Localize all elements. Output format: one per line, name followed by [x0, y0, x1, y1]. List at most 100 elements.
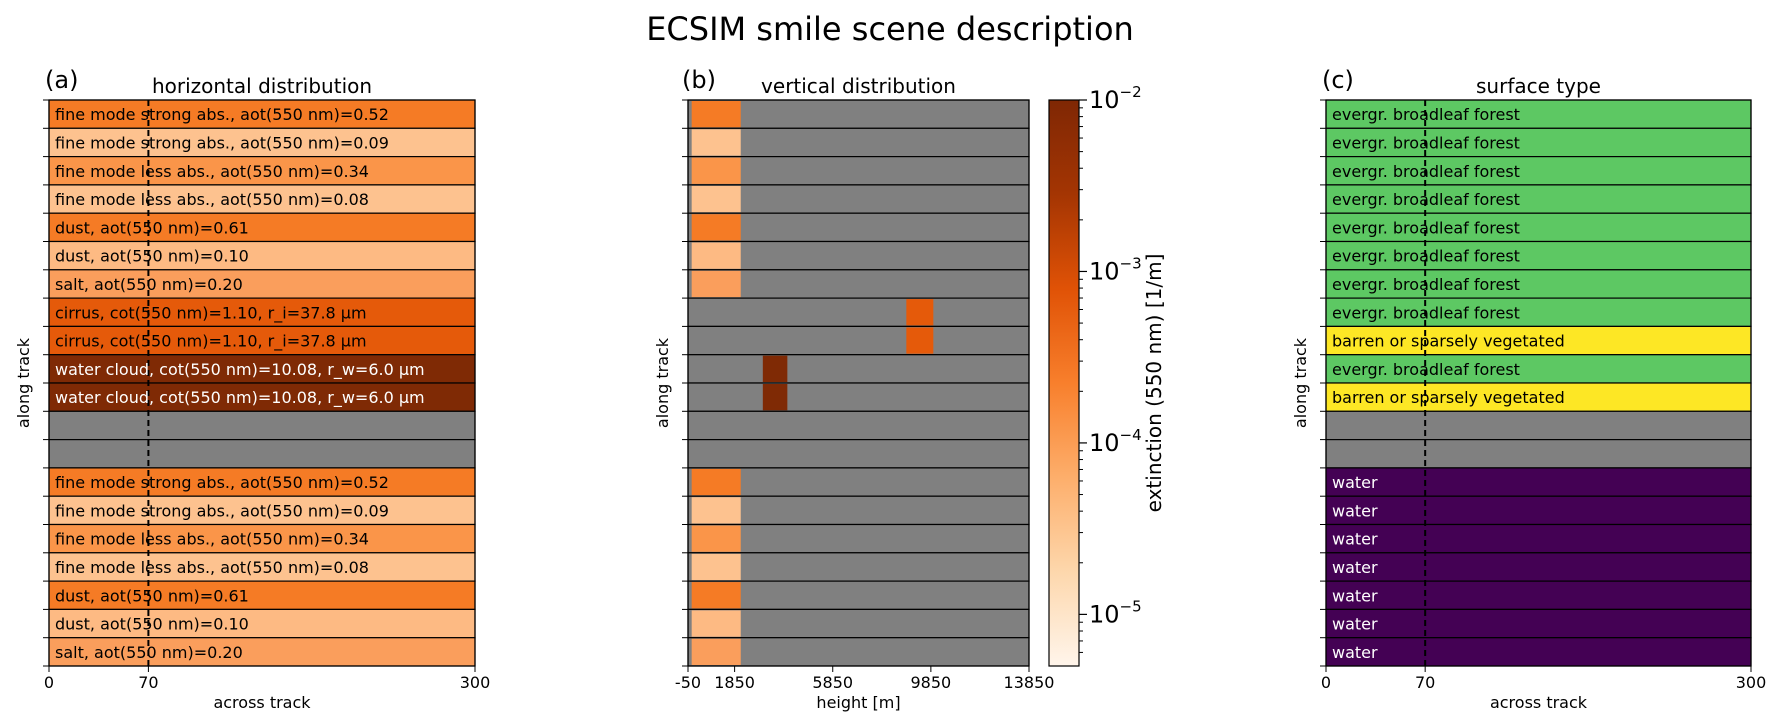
- panel-title: horizontal distribution: [152, 74, 372, 98]
- table-row: [1325, 495, 1752, 526]
- colorbar-tick-base: 10: [1089, 600, 1120, 628]
- table-row: [48, 127, 476, 158]
- x-tick-label: 70: [138, 673, 158, 692]
- x-axis-label: height [m]: [816, 693, 900, 712]
- extinction-segment: [691, 214, 741, 241]
- row-label: evergr. broadleaf forest: [1332, 190, 1520, 209]
- height-row: [687, 580, 1030, 610]
- extinction-segment: [691, 157, 741, 184]
- row-label: barren or sparsely vegetated: [1332, 332, 1565, 351]
- row-label: salt, aot(550 nm)=0.20: [55, 643, 243, 662]
- extinction-segment: [691, 129, 741, 156]
- row-label: water: [1332, 530, 1378, 549]
- x-tick-label: 300: [460, 673, 491, 692]
- x-axis-label: across track: [1490, 693, 1588, 712]
- panel-b-vertical-distribution: -50 1850 5850 9850 13850 height [m] along trac…: [653, 66, 1054, 712]
- y-axis-label: along track: [14, 337, 33, 428]
- colorbar-bar: [1048, 99, 1080, 667]
- height-row: [687, 552, 1030, 582]
- row-label: dust, aot(550 nm)=0.10: [55, 247, 249, 266]
- x-tick-label: 9850: [911, 673, 952, 692]
- table-row: [1325, 127, 1752, 158]
- colorbar-tick-label: 10−2: [1089, 83, 1142, 114]
- row-label: fine mode strong abs., aot(550 nm)=0.09: [55, 501, 389, 520]
- row-label: evergr. broadleaf forest: [1332, 303, 1520, 322]
- table-row: [1325, 240, 1752, 271]
- table-row: [1325, 354, 1752, 384]
- row-label: water: [1332, 643, 1378, 662]
- panel-title: vertical distribution: [761, 74, 956, 98]
- row-label: water: [1332, 586, 1378, 605]
- table-row: [48, 99, 476, 129]
- table-row: [48, 354, 476, 384]
- row-label: fine mode less abs., aot(550 nm)=0.08: [55, 558, 369, 577]
- x-tick-label: 0: [44, 673, 54, 692]
- panel-label: (b): [682, 66, 716, 94]
- height-row: [687, 354, 1030, 384]
- table-row: [1325, 552, 1752, 582]
- row-label: water: [1332, 558, 1378, 577]
- table-row: [48, 439, 476, 469]
- table-row: [1325, 410, 1752, 441]
- table-row: [1325, 325, 1752, 356]
- extinction-segment: [906, 327, 934, 354]
- row-label: evergr. broadleaf forest: [1332, 133, 1520, 152]
- row-label: water: [1332, 615, 1378, 634]
- x-tick-label: -50: [675, 673, 701, 692]
- colorbar-tick-label: 10−3: [1089, 254, 1142, 285]
- extinction-segment: [691, 497, 741, 524]
- extinction-segment: [691, 553, 741, 581]
- row-label: dust, aot(550 nm)=0.10: [55, 615, 249, 634]
- x-tick-label: 300: [1736, 673, 1767, 692]
- row-label: cirrus, cot(550 nm)=1.10, r_i=37.8 µm: [55, 332, 367, 352]
- colorbar-tick-base: 10: [1089, 86, 1120, 114]
- table-row: [1325, 608, 1752, 639]
- height-row: [687, 382, 1030, 412]
- row-label: fine mode strong abs., aot(550 nm)=0.09: [55, 133, 389, 152]
- extinction-segment: [691, 242, 741, 269]
- table-row: [1325, 580, 1752, 610]
- colorbar-tick-label: 10−4: [1089, 426, 1142, 457]
- panel-a-horizontal-distribution: fine mode strong abs., aot(550 nm)=0.52 f…: [14, 66, 490, 712]
- extinction-segment: [691, 638, 741, 665]
- height-row: [687, 439, 1030, 469]
- extinction-segment: [691, 468, 741, 496]
- extinction-segment: [691, 610, 741, 637]
- table-row: [1325, 523, 1752, 554]
- colorbar-tick-exponent: −2: [1120, 83, 1142, 101]
- x-tick-label: 5850: [812, 673, 853, 692]
- y-axis-label: along track: [1291, 337, 1310, 428]
- extinction-segment: [691, 185, 741, 213]
- row-label: evergr. broadleaf forest: [1332, 218, 1520, 237]
- row-label: evergr. broadleaf forest: [1332, 360, 1520, 379]
- height-row: [687, 297, 1030, 328]
- table-row: [1325, 467, 1752, 497]
- panel-label: (a): [45, 66, 78, 94]
- colorbar-tick-exponent: −5: [1120, 597, 1142, 615]
- colorbar-tick-exponent: −4: [1120, 426, 1142, 444]
- extinction-segment: [762, 355, 788, 382]
- table-row: [1325, 637, 1752, 667]
- x-tick-label: 13850: [1004, 673, 1055, 692]
- height-row: [687, 156, 1030, 186]
- colorbar-tick-exponent: −3: [1120, 254, 1142, 272]
- row-label: water cloud, cot(550 nm)=10.08, r_w=6.0 …: [55, 388, 425, 408]
- extinction-segment: [762, 384, 788, 411]
- height-row: [687, 637, 1030, 667]
- x-axis-label: across track: [213, 693, 311, 712]
- extinction-segment: [691, 525, 741, 552]
- colorbar-tick-base: 10: [1089, 429, 1120, 457]
- row-label: fine mode strong abs., aot(550 nm)=0.52: [55, 105, 389, 124]
- table-row: [48, 467, 476, 497]
- extinction-segment: [906, 299, 934, 326]
- row-label: cirrus, cot(550 nm)=1.10, r_i=37.8 µm: [55, 303, 367, 323]
- colorbar-tick-base: 10: [1089, 257, 1120, 285]
- row-label: fine mode less abs., aot(550 nm)=0.34: [55, 162, 369, 181]
- row-label: evergr. broadleaf forest: [1332, 105, 1520, 124]
- height-row: [687, 523, 1030, 554]
- row-label: water cloud, cot(550 nm)=10.08, r_w=6.0 …: [55, 360, 425, 380]
- height-row: [687, 325, 1030, 356]
- extinction-segment: [691, 582, 741, 609]
